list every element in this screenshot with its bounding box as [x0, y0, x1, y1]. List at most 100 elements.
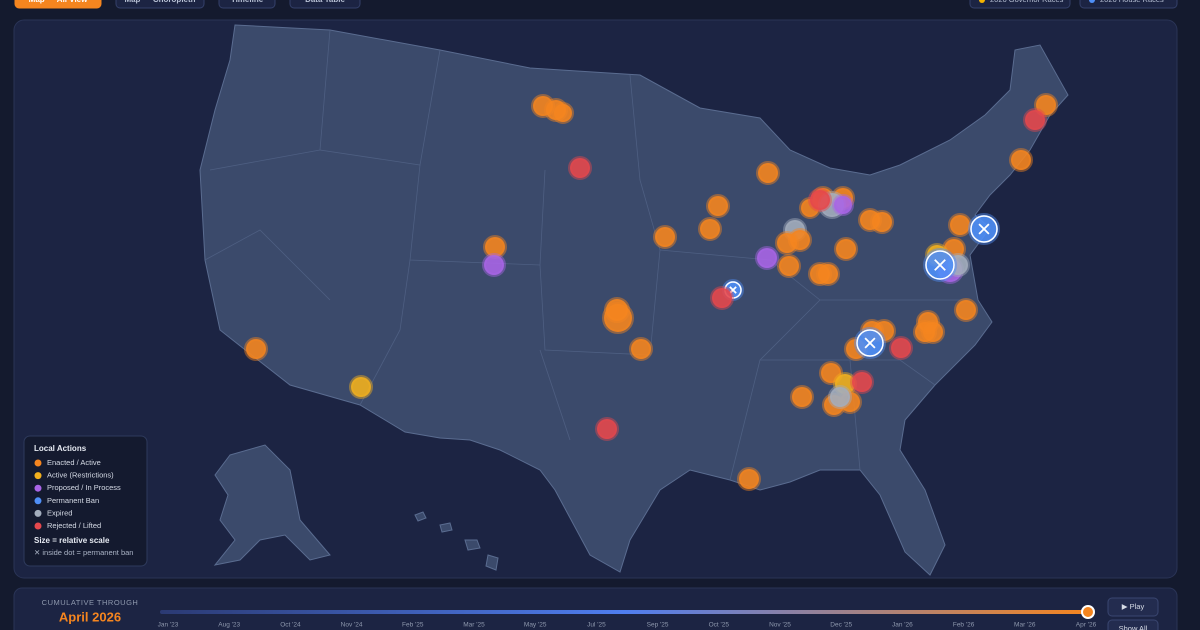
legend-label: Active (Restrictions) [47, 471, 114, 480]
legend-label: Permanent Ban [47, 496, 99, 505]
action-dot[interactable] [777, 254, 801, 278]
legend-swatch [34, 497, 42, 505]
action-dot[interactable] [808, 188, 832, 212]
action-dot[interactable] [629, 337, 653, 361]
action-dot[interactable] [244, 337, 268, 361]
timeline-panel [13, 587, 1178, 630]
hawaii [414, 511, 499, 571]
ban-ring [856, 329, 884, 357]
timeline-button[interactable] [1107, 619, 1159, 630]
action-dot[interactable] [602, 302, 634, 334]
action-dot[interactable] [889, 336, 913, 360]
timeline-caption: CUMULATIVE THROUGH [42, 598, 139, 607]
nav-tab-label: Timeline [231, 0, 264, 4]
dot-layer [244, 93, 1058, 491]
timeline-label: Sep '25 [647, 622, 669, 629]
nav-tab-label: Map — Choropleth [124, 0, 195, 4]
timeline-thumb[interactable] [1081, 605, 1095, 619]
timeline-label: Jan '26 [892, 622, 913, 629]
timeline-label: Mar '25 [463, 622, 485, 629]
nav-tab[interactable] [218, 0, 276, 9]
race-toggle-label: 2026 Governor Races [990, 0, 1064, 4]
timeline-label: May '25 [524, 622, 547, 629]
timeline-label: Feb '26 [953, 622, 975, 629]
timeline-label: Apr '26 [1076, 622, 1097, 629]
legend-label: Proposed / In Process [47, 483, 121, 492]
size-note: Size = relative scale [34, 536, 110, 545]
legend-swatch [34, 522, 42, 530]
action-dot[interactable] [755, 246, 779, 270]
timeline-track [160, 610, 1088, 614]
action-dot[interactable] [349, 375, 373, 399]
action-dot[interactable] [1034, 93, 1058, 117]
timeline-button[interactable] [1107, 597, 1159, 617]
nav-tab[interactable] [289, 0, 361, 9]
nav-tab-label: Map — All View [29, 0, 88, 4]
action-dot[interactable] [921, 320, 945, 344]
legend-swatch [34, 484, 42, 492]
legend-label: Enacted / Active [47, 458, 101, 467]
ban-ring [970, 215, 998, 243]
ban-ring [925, 250, 955, 280]
action-dot[interactable] [737, 467, 761, 491]
action-dot[interactable] [653, 225, 677, 249]
legend: Local Actions Size = relative scale ✕ in… [23, 435, 148, 567]
ban-note: ✕ inside dot = permanent ban [34, 548, 133, 557]
action-dot[interactable] [834, 237, 858, 261]
action-dot[interactable] [832, 194, 854, 216]
ban-x [978, 223, 990, 235]
legend-label: Rejected / Lifted [47, 521, 101, 530]
race-toggle[interactable] [969, 0, 1071, 9]
race-toggle-dot [979, 0, 985, 3]
action-dot[interactable] [775, 231, 799, 255]
timeline-label: Oct '24 [280, 622, 301, 629]
legend-swatch [34, 509, 42, 517]
legend-title: Local Actions [34, 444, 87, 453]
legend-swatch [34, 472, 42, 480]
timeline-label: Nov '24 [341, 622, 363, 629]
action-dot[interactable] [756, 161, 780, 185]
action-dot[interactable] [954, 298, 978, 322]
action-dot[interactable] [706, 194, 730, 218]
action-dot[interactable] [710, 286, 734, 310]
action-dot[interactable] [850, 370, 874, 394]
ban-x [729, 286, 737, 294]
race-toggle-dot [1089, 0, 1095, 3]
nav-tab-label: Data Table [305, 0, 345, 4]
timeline-label: Nov '25 [769, 622, 791, 629]
nav-tab[interactable] [14, 0, 102, 9]
action-dot[interactable] [552, 102, 574, 124]
timeline-label: Aug '23 [218, 622, 240, 629]
state-lines [204, 29, 970, 481]
timeline-label: Feb '25 [402, 622, 424, 629]
action-dot[interactable] [595, 417, 619, 441]
us-map [199, 24, 1069, 576]
ban-x [864, 337, 876, 349]
timeline-label: Dec '25 [830, 622, 852, 629]
race-toggle[interactable] [1079, 0, 1178, 9]
race-toggle-label: 2026 House Races [1100, 0, 1164, 4]
action-dot[interactable] [819, 361, 843, 385]
nav-tab[interactable] [115, 0, 205, 9]
action-dot[interactable] [948, 213, 972, 237]
action-dot[interactable] [816, 262, 840, 286]
ban-x [934, 259, 946, 271]
action-dot[interactable] [568, 156, 592, 180]
action-dot[interactable] [1023, 108, 1047, 132]
action-dot[interactable] [790, 385, 814, 409]
action-dot[interactable] [482, 253, 506, 277]
alaska [213, 444, 331, 566]
action-dot[interactable] [698, 217, 722, 241]
timeline-current: April 2026 [59, 609, 121, 624]
action-dot[interactable] [1009, 148, 1033, 172]
legend-label: Expired [47, 508, 72, 517]
timeline-label: Oct '25 [709, 622, 730, 629]
timeline-button-label: ▶ Play [1122, 602, 1145, 611]
legend-swatch [34, 459, 42, 467]
timeline-label: Jul '25 [587, 622, 606, 629]
legend-box [23, 435, 148, 567]
action-dot[interactable] [870, 210, 894, 234]
timeline-label: Jan '23 [158, 622, 179, 629]
action-dot[interactable] [828, 385, 852, 409]
